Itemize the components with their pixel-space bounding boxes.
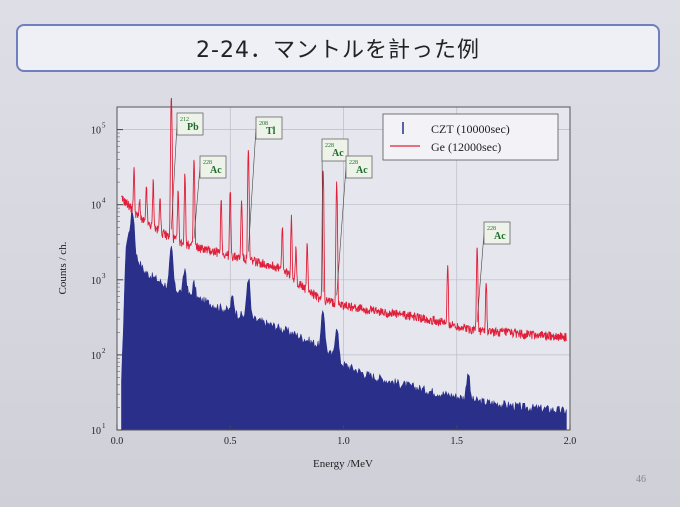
y-tick-exponent: 3 (102, 272, 106, 280)
y-tick-exponent: 5 (102, 122, 106, 130)
annotation-box (321, 138, 349, 162)
annotation-mass: 228 (325, 143, 334, 149)
title-box: 2-24．マントルを計った例 (16, 24, 660, 72)
legend-ge-label: Ge (12000sec) (431, 140, 501, 154)
annotation-leader (248, 127, 257, 252)
y-tick-exponent: 1 (102, 422, 106, 430)
x-tick-label: 0.0 (111, 436, 124, 447)
annotation-mass: 208 (259, 121, 268, 127)
page-number: 46 (636, 474, 646, 485)
annotation-element: Ac (494, 231, 506, 242)
annotation-leader (321, 149, 324, 292)
annotation-box (199, 155, 227, 179)
y-tick-label: 10 (91, 126, 101, 137)
y-tick-label: 10 (91, 426, 101, 437)
annotation-leader (171, 123, 178, 230)
annotation-mass: 228 (487, 226, 496, 232)
annotation-element: Ac (210, 165, 222, 176)
x-axis-ticks: 0.0 0.5 1.0 1.5 2.0 (111, 425, 577, 447)
annotation-element: Ac (332, 148, 344, 159)
y-tick-label: 10 (91, 201, 101, 212)
annotation-mass: 228 (349, 160, 358, 166)
czt-series (121, 211, 567, 431)
annotation-leader (476, 232, 485, 323)
annotation-element: Tl (266, 126, 276, 137)
x-axis-label: Energy /MeV (313, 458, 373, 470)
annotation-box (255, 116, 283, 140)
legend: CZT (10000sec) Ge (12000sec) (382, 113, 559, 161)
czt-spectrum (121, 211, 567, 431)
annotation-mass: 212 (180, 117, 189, 123)
y-tick-exponent: 4 (102, 197, 106, 205)
y-tick-label: 10 (91, 276, 101, 287)
ge-spectrum (121, 97, 567, 342)
x-tick-label: 1.5 (451, 436, 464, 447)
annotation-leader (193, 166, 201, 239)
annotation-box (483, 221, 511, 245)
y-axis-label: Counts / ch. (57, 241, 69, 294)
y-tick-label: 10 (91, 351, 101, 362)
slide-title: 2-24．マントルを計った例 (196, 38, 480, 63)
y-tick-exponent: 2 (102, 347, 106, 355)
x-tick-label: 0.5 (224, 436, 237, 447)
ge-series (121, 97, 567, 342)
legend-box (382, 113, 559, 161)
annotation-element: Ac (356, 165, 368, 176)
annotation-box (345, 155, 373, 179)
x-tick-label: 2.0 (564, 436, 577, 447)
annotation-leader (336, 166, 347, 296)
annotation-box (176, 112, 204, 136)
x-tick-label: 1.0 (337, 436, 350, 447)
legend-czt-label: CZT (10000sec) (431, 122, 510, 136)
annotation-element: Pb (187, 122, 199, 133)
annotation-mass: 228 (203, 160, 212, 166)
